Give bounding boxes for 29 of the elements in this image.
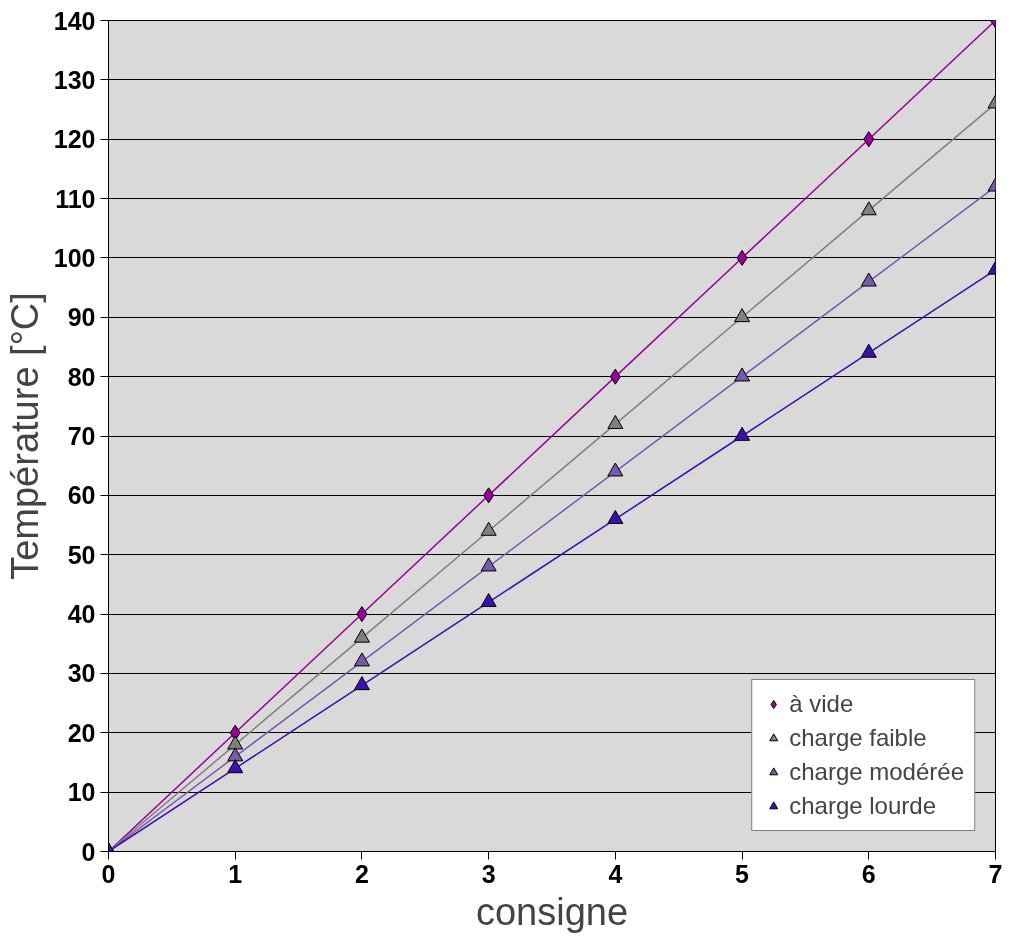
x-tick-label: 4 (608, 859, 623, 888)
y-tick-label: 70 (67, 422, 96, 450)
y-tick-label: 130 (53, 65, 96, 94)
x-tick-label: 7 (988, 859, 1003, 888)
legend-label: charge lourde (789, 792, 936, 820)
legend-label: charge faible (789, 724, 927, 752)
y-tick-label: 110 (55, 184, 96, 213)
x-tick-label: 0 (101, 859, 116, 888)
x-tick-label: 5 (735, 859, 750, 888)
y-tick-label: 20 (67, 718, 96, 747)
y-tick-label: 30 (67, 659, 96, 688)
x-tick-label: 2 (354, 859, 369, 888)
y-axis-title: Température [°C] (3, 292, 46, 580)
y-tick-label: 100 (53, 243, 96, 272)
x-tick-label: 1 (228, 859, 243, 888)
y-tick-label: 50 (67, 540, 96, 569)
x-tick-label: 3 (481, 859, 496, 888)
y-tick-label: 80 (67, 362, 96, 391)
y-tick-label: 10 (67, 778, 96, 807)
y-tick-label: 90 (67, 303, 96, 332)
y-tick-label: 0 (81, 837, 96, 866)
x-tick-label: 6 (861, 859, 876, 888)
y-tick-label: 120 (53, 125, 96, 154)
legend-label: à vide (789, 690, 854, 718)
y-tick-label: 40 (67, 600, 96, 629)
y-tick-label: 140 (53, 6, 96, 35)
legend-label: charge modérée (789, 758, 964, 786)
x-axis-title: consigne (475, 890, 629, 933)
y-tick-label: 60 (67, 481, 96, 510)
